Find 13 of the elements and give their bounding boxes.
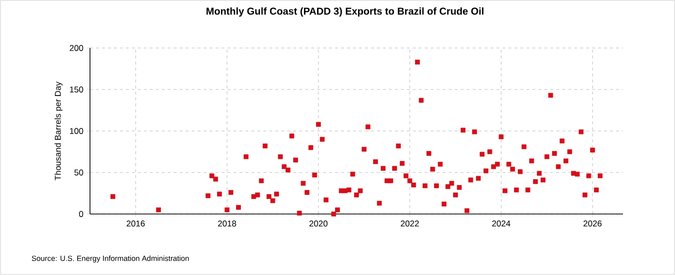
y-tick-label: 0 <box>79 211 84 217</box>
y-tick-label: 200 <box>70 45 84 51</box>
x-tick-label: 2024 <box>492 220 510 227</box>
y-tick-label: 50 <box>74 170 84 176</box>
x-tick-label: 2018 <box>218 220 236 227</box>
x-tick-label: 2022 <box>400 220 419 227</box>
x-tick-label: 2026 <box>584 220 602 227</box>
x-tick-label: 2016 <box>126 220 145 227</box>
y-axis-title: Thousand Barrels per Day <box>54 82 63 180</box>
chart-title: Monthly Gulf Coast (PADD 3) Exports to Brazil of Crude Oil <box>206 7 484 17</box>
y-tick-label: 150 <box>70 86 84 92</box>
y-tick-label: 100 <box>70 128 84 134</box>
x-tick-label: 2020 <box>309 220 328 227</box>
